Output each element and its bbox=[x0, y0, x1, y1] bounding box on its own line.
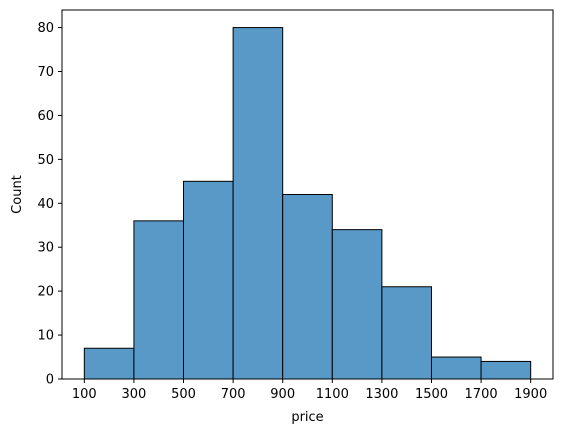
x-tick-label: 1300 bbox=[365, 387, 398, 402]
x-axis-label: price bbox=[291, 410, 323, 425]
x-axis-ticks: 100 300 500 700 900 1100 1300 1500 1700 1900 bbox=[72, 379, 547, 402]
y-tick-label: 0 bbox=[46, 373, 54, 388]
y-tick-label: 80 bbox=[37, 21, 54, 36]
x-tick-label: 700 bbox=[221, 387, 246, 402]
bar-700-900 bbox=[232, 27, 284, 380]
bar-1700-1900 bbox=[480, 360, 532, 380]
plot-frame bbox=[61, 9, 554, 380]
bars-group bbox=[83, 27, 532, 380]
y-tick-label: 20 bbox=[37, 285, 54, 300]
y-tick-label: 10 bbox=[37, 329, 54, 344]
y-tick-label: 70 bbox=[37, 65, 54, 80]
x-tick-label: 300 bbox=[122, 387, 147, 402]
y-tick-label: 30 bbox=[37, 241, 54, 256]
bar-500-700 bbox=[183, 180, 234, 380]
y-axis-ticks: 0 10 20 30 40 50 60 70 80 bbox=[37, 21, 62, 388]
y-tick-label: 60 bbox=[37, 109, 54, 124]
bar-100-300 bbox=[83, 347, 135, 380]
bar-300-500 bbox=[133, 220, 185, 380]
bar-1500-1700 bbox=[430, 356, 482, 380]
bar-1300-1500 bbox=[381, 286, 432, 380]
x-tick-label: 1500 bbox=[415, 387, 448, 402]
x-tick-label: 900 bbox=[270, 387, 295, 402]
y-axis-label: Count bbox=[10, 175, 25, 214]
bar-1100-1300 bbox=[331, 229, 383, 380]
y-tick-label: 40 bbox=[37, 197, 54, 212]
x-tick-label: 1900 bbox=[514, 387, 547, 402]
y-tick-label: 50 bbox=[37, 153, 54, 168]
x-tick-label: 100 bbox=[72, 387, 97, 402]
x-tick-label: 1700 bbox=[465, 387, 498, 402]
x-tick-label: 1100 bbox=[316, 387, 349, 402]
x-tick-label: 500 bbox=[171, 387, 196, 402]
bar-900-1100 bbox=[282, 194, 333, 380]
